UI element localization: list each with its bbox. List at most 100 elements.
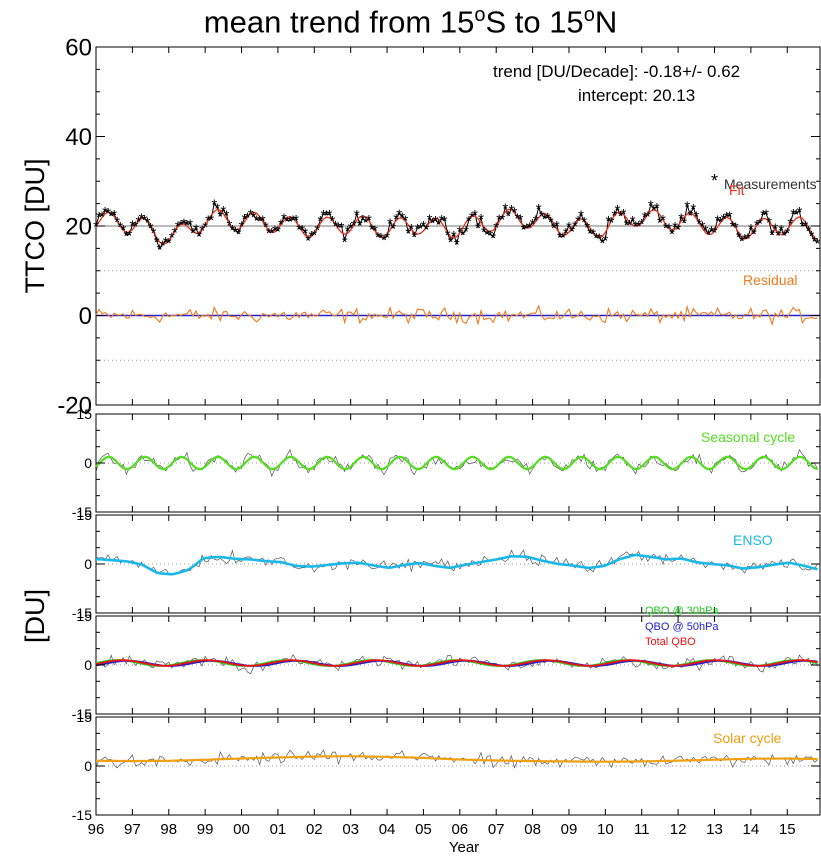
measurement-point: * [505,208,511,225]
measurement-point: * [178,217,184,234]
measurement-point: * [557,230,563,247]
measurement-point: * [602,232,608,249]
measurement-point: * [618,208,624,225]
measurement-point: * [96,209,102,226]
measurement-point: * [778,222,784,239]
measurement-point: * [226,218,232,235]
measurement-point: * [530,216,536,233]
measurement-point: * [596,231,602,248]
measurement-point: * [521,222,527,239]
measurement-point: * [781,228,787,245]
measurement-point: * [615,202,621,219]
intercept-annotation: intercept: 20.13 [578,86,695,105]
measurement-point: * [803,218,809,235]
measurement-point: * [721,211,727,228]
measurement-point: * [111,207,117,224]
enso-line [95,553,818,576]
measurement-point: * [93,219,99,236]
measurement-point: * [675,222,681,239]
measurement-point: * [245,210,251,227]
measurement-point: * [736,229,742,246]
measurement-point: * [718,214,724,231]
x-tick-label: 00 [233,821,250,838]
measurement-point: * [681,215,687,232]
measurement-point: * [812,233,818,250]
measurement-point: * [796,204,802,221]
panel-2-ytick-label: 0 [84,556,92,572]
measurement-point: * [666,221,672,238]
panel-3: -15 0 15 [72,608,821,722]
measurement-point: * [763,206,769,223]
main-ytick-label: 60 [65,35,92,62]
measurement-point: * [551,220,557,237]
measurement-point: * [545,210,551,227]
measurement-point: * [733,220,739,237]
legend-solar: Solar cycle [713,730,782,746]
x-axis-label: Year [449,839,479,856]
seasonal-line [95,455,818,471]
measurement-point: * [578,208,584,225]
measurement-point: * [536,201,542,218]
measurement-point: * [414,221,420,238]
measurement-point: * [187,216,193,233]
measurement-point: * [651,202,657,219]
measurement-point: * [587,226,593,243]
measurement-point: * [566,219,572,236]
measurement-point: * [393,211,399,228]
measurement-point: * [478,211,484,228]
fit-line [95,208,818,245]
measurement-point: * [236,226,242,243]
measurement-point: * [490,230,496,247]
measurement-point: * [345,223,351,240]
measurement-point: * [208,212,214,229]
measurement-point: * [508,202,514,219]
measurement-point: * [193,222,199,239]
measurement-point: * [357,217,363,234]
measurement-point: * [799,219,805,236]
measurement-point: * [348,220,354,237]
measurement-point: * [120,222,126,239]
measurement-point: * [430,215,436,232]
measurement-point: * [257,213,263,230]
measurement-point: * [581,214,587,231]
panel-2-ytick-label: -15 [72,605,92,621]
measurement-point: * [427,212,433,229]
measurement-point: * [466,213,472,230]
measurement-point: * [402,212,408,229]
measurement-point: * [190,225,196,242]
measurement-point: * [102,204,108,221]
measurement-point: * [99,209,105,226]
measurement-point: * [739,233,745,250]
measurement-point: * [475,220,481,237]
measurement-point: * [702,223,708,240]
measurement-point: * [493,220,499,237]
measurement-point: * [263,219,269,236]
chart-title: mean trend from 15oS to 15oN [203,4,618,40]
legend-fit: Fit [729,182,745,198]
measurement-point: * [712,225,718,242]
measurement-point: * [199,223,205,240]
measurement-point: * [599,235,605,252]
measurement-point: * [375,229,381,246]
measurement-point: * [333,218,339,235]
measurement-point: * [669,226,675,243]
main-panel: ****************************************… [57,35,820,420]
x-tick-label: 14 [743,821,760,838]
measurement-point: * [439,212,445,229]
measurement-point: * [784,225,790,242]
measurement-point: * [569,223,575,240]
measurement-point: * [527,219,533,236]
measurement-point: * [660,212,666,229]
measurement-point: * [320,207,326,224]
panel-2-ytick-label: 15 [76,507,92,523]
measurement-point: * [163,234,169,251]
x-tick-label: 15 [779,821,796,838]
measurement-point: * [648,198,654,215]
measurement-point: * [151,225,157,242]
measurement-point: * [457,224,463,241]
legend-qbo30: QBO @ 30hPa [645,605,719,617]
measurement-point: * [105,205,111,222]
measurement-point: * [408,221,414,238]
measurement-point: * [311,227,317,244]
x-tick-label: 05 [415,821,432,838]
